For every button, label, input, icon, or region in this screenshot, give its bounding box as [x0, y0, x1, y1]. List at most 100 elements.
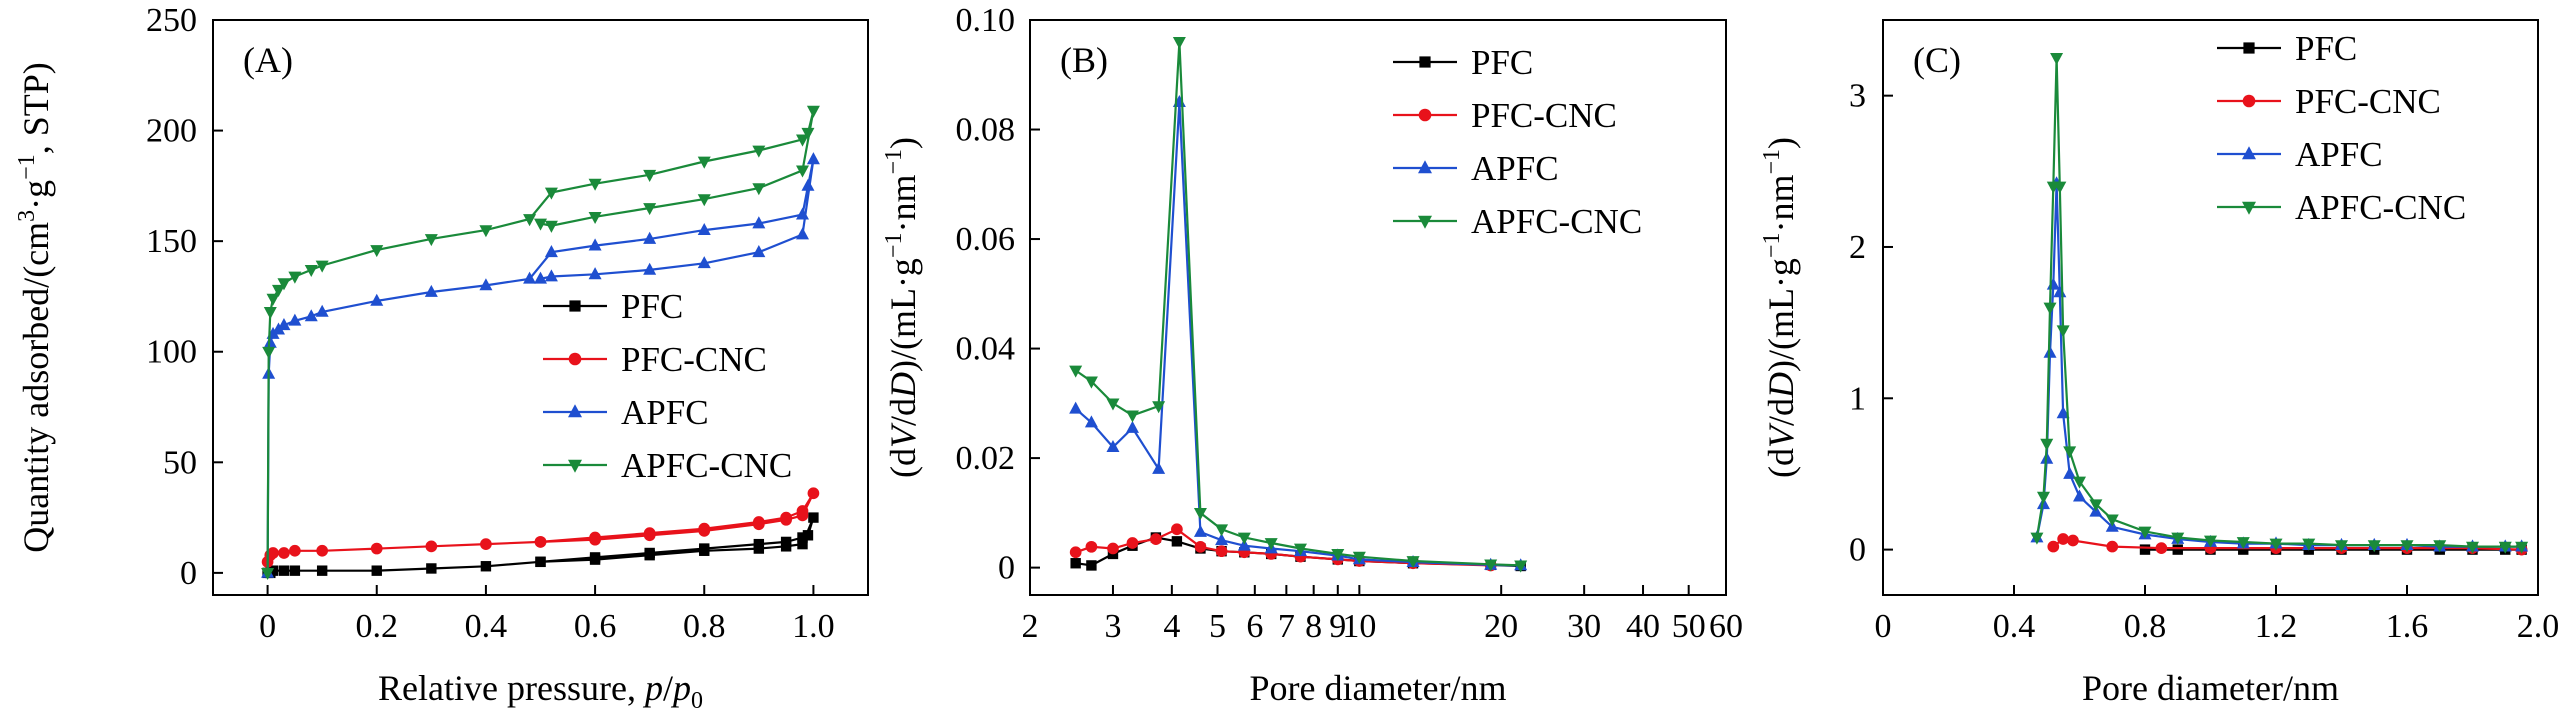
panel-a-ytick-label: 50 — [163, 444, 197, 481]
panel-a-series-pfc-cnc-point — [807, 487, 820, 500]
panel-a-series-apfc-cnc-point — [523, 214, 537, 227]
panel-b-series-apfc-cnc-point — [1331, 549, 1345, 562]
panel-a-series-pfc-point — [278, 565, 290, 576]
panel-a-series-apfc-cnc-point — [796, 134, 809, 147]
panel-a-series-apfc-cnc-point — [277, 278, 291, 291]
panel-b-series-apfc-point — [1193, 524, 1207, 537]
panel-a-series-apfc-cnc-point — [796, 165, 809, 178]
panel-c-xlabel: Pore diameter/nm — [2082, 668, 2339, 708]
panel-b-legend-item-apfc-marker — [1418, 160, 1432, 174]
panel-a-series-apfc-cnc-point — [588, 211, 602, 224]
panel-c-legend: PFC PFC-CNC APFC APFC-CNC — [2217, 29, 2466, 227]
panel-c-series-apfc-cnc-point — [2335, 540, 2348, 553]
panel-c-xtick-label: 0.4 — [1993, 608, 2036, 645]
panel-a-series-apfc-cnc-point — [752, 183, 766, 196]
panel-b-ytick-label: 0.10 — [956, 2, 1016, 39]
panel-b-series-pfc-cnc — [1069, 523, 1497, 572]
panel-a-xlabel: Relative pressure, p/p0 — [378, 668, 703, 714]
panel-b-xtick-label: 8 — [1305, 608, 1322, 645]
panel-a-series-pfc-cnc — [261, 487, 820, 568]
panel-a-series-pfc-point — [644, 549, 655, 561]
panel-b-series-apfc-line — [1074, 102, 1521, 567]
panel-a-series-pfc-cnc-point — [425, 540, 438, 553]
panel-a-series-pfc-point — [289, 565, 301, 576]
panel-b-series-pfc-cnc-line — [1075, 528, 1491, 567]
panel-b-legend-item-pfc-cnc-marker — [1418, 108, 1432, 122]
panel-c-series-apfc-cnc-point — [2036, 491, 2050, 504]
panel-a-series-apfc-cnc-point — [304, 265, 318, 278]
panel-c-series-apfc-cnc-point — [2433, 540, 2447, 553]
panel-b-series-apfc-cnc-point — [1152, 401, 1166, 414]
panel-b-series-apfc-point — [1152, 461, 1166, 474]
panel-a-series-apfc-cnc-point — [643, 169, 657, 182]
panel-b-series-apfc-cnc-point — [1514, 560, 1528, 573]
panel-a-series-apfc-point — [588, 267, 602, 280]
panel-a-series-pfc-cnc-point — [643, 529, 656, 542]
panel-b-series-apfc-cnc-point — [1084, 376, 1098, 389]
panel-b-series-pfc-cnc-point — [1215, 545, 1228, 558]
panel-a-series-apfc-cnc-point — [263, 307, 277, 320]
panel-c-legend-item-apfc-marker — [2242, 146, 2256, 160]
panel-a-series-pfc-point — [267, 565, 279, 576]
panel-a-series-apfc-cnc-point — [424, 234, 438, 247]
panel-b-xtick-label: 10 — [1342, 608, 1376, 645]
panel-a-xtick-label: 0.4 — [465, 608, 508, 645]
panel-b-xtick-label: 7 — [1278, 608, 1295, 645]
panel-b-series-pfc-cnc-point — [1085, 540, 1098, 553]
panel-c-series-apfc-cnc-point — [2073, 476, 2086, 489]
panel-a-series-pfc-cnc-line — [266, 492, 815, 563]
panel-c-series-apfc-cnc-point — [2498, 541, 2512, 554]
panel-a-series-apfc-point — [752, 216, 766, 229]
panel-b-series-pfc-cnc-point — [1150, 533, 1162, 545]
panel-c-series-apfc-cnc-point — [2089, 499, 2103, 512]
panel-c-series-pfc-cnc-point — [2155, 542, 2168, 554]
panel-c-series-apfc-line — [2035, 183, 2522, 548]
panel-c-series-apfc-cnc-point — [2269, 538, 2283, 551]
panel-a-series-apfc-point — [643, 262, 657, 275]
panel-c-frame — [1882, 19, 2539, 596]
panel-c-legend-item-pfc-cnc-label: PFC-CNC — [2295, 82, 2441, 121]
panel-a-legend-item-pfc-cnc-marker — [568, 352, 582, 366]
panel-a-series-apfc-cnc-point — [288, 271, 302, 284]
panel-c-series-pfc-cnc-point — [2106, 540, 2119, 553]
panel-a-legend-item-apfc-cnc-marker — [568, 459, 582, 473]
panel-c-series-apfc-cnc-point — [2063, 446, 2077, 459]
panel-a-series-pfc-point — [480, 561, 492, 572]
panel-c-series-apfc-cnc-point — [2302, 538, 2316, 551]
panel-a-ytick-label: 0 — [180, 555, 197, 592]
panel-a-series-apfc-cnc-point — [262, 346, 276, 359]
panel-a-series-apfc-point — [315, 304, 329, 317]
panel-c-series-apfc-cnc-point — [2367, 540, 2381, 553]
panel-b-ytick-label: 0 — [998, 550, 1015, 587]
panel-b-xtick-label: 6 — [1246, 608, 1263, 645]
panel-c-series-pfc-cnc-point — [2057, 533, 2069, 545]
panel-b-series-apfc-cnc-point — [1484, 559, 1498, 572]
panel-a: 0 0.2 0.4 0.6 0.8 1.0 0 50 100 150 200 250 (A) Relati… — [14, 2, 869, 714]
panel-a-series-pfc-point — [808, 512, 819, 523]
panel-a-series-apfc-point — [796, 207, 809, 220]
panel-c-legend-item-pfc-cnc-marker — [2242, 94, 2256, 108]
panel-a-series-apfc-cnc-point — [315, 260, 329, 273]
panel-b: 2 3 4 5 6 7 8 910 20 30 40 50 60 0 0.02 0.04 0.06 0.08 0.1… — [881, 2, 1743, 708]
panel-a-series-apfc-point — [643, 231, 657, 244]
panel-a-series-pfc-cnc-point — [278, 547, 290, 559]
panel-a-series-apfc-point — [796, 227, 809, 240]
panel-a-series-pfc-cnc-point — [289, 544, 301, 557]
panel-a-series-apfc-cnc-point — [272, 284, 285, 297]
panel-c-series-apfc-cnc-point — [2236, 537, 2250, 550]
panel-c-series-apfc-cnc-point — [2040, 438, 2054, 451]
panel-a-series-apfc-cnc-point — [752, 145, 766, 158]
panel-a-series-apfc-cnc-point — [588, 178, 602, 191]
panel-b-xtick-label: 2 — [1022, 608, 1039, 645]
panel-a-series-apfc-cnc-point — [544, 187, 558, 200]
panel-c-series-apfc-cnc-point — [2515, 541, 2529, 554]
panel-b-ytick-label: 0.04 — [956, 331, 1016, 368]
panel-b-series-apfc-cnc-point — [1237, 532, 1251, 545]
panel-c-series-apfc-cnc-point — [2043, 302, 2057, 315]
panel-a-series-apfc-point — [370, 293, 384, 306]
panel-b-series-apfc-cnc-point — [1352, 551, 1366, 564]
panel-b-ytick-label: 0.02 — [956, 440, 1016, 477]
panel-c-series-pfc-point — [2238, 544, 2249, 555]
panel-b-xlabel: Pore diameter/nm — [1250, 668, 1507, 708]
panel-a-series-apfc-point — [697, 222, 711, 235]
